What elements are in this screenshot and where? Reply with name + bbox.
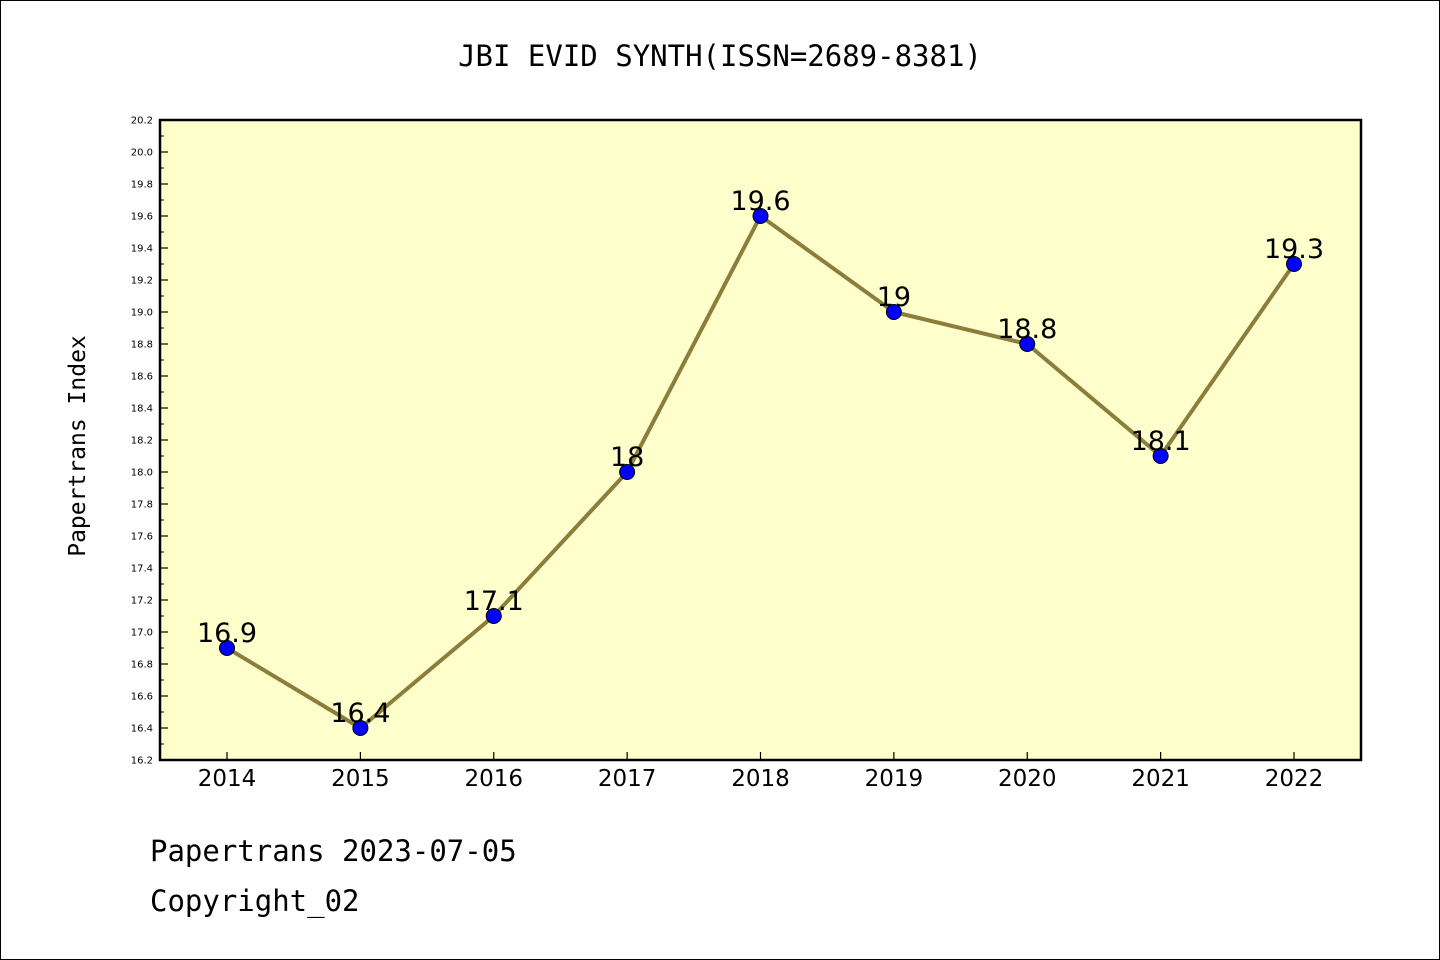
y-tick-label: 17.2 [131,596,153,607]
y-tick-label: 19.8 [131,180,153,191]
data-point [1152,448,1169,464]
footer-date: Papertrans 2023-07-05 [150,834,517,868]
y-tick-label: 20.2 [131,116,153,127]
data-label: 16.9 [197,618,257,649]
y-tick-label: 16.8 [131,660,153,671]
data-labels: 16.9 16.4 17.1 18 19.6 19 18.8 18.1 19.3 [197,186,1324,729]
data-point [485,608,502,624]
y-tick-label: 17.6 [131,532,153,543]
y-tick-label: 18.4 [131,404,153,415]
y-tick-label: 20.0 [131,148,153,159]
data-point [619,464,636,480]
x-tick-label: 2020 [998,766,1057,792]
data-point [1286,256,1302,272]
y-tick-label: 17.4 [131,564,153,575]
data-label: 17.1 [464,586,524,617]
data-label: 19.6 [730,186,790,217]
data-label: 18.1 [1131,426,1191,457]
x-tick-label: 2022 [1265,766,1324,792]
data-point [352,720,369,736]
x-tick-label: 2021 [1131,766,1190,792]
y-tick-label: 19.6 [131,212,153,223]
y-tick-label: 18.2 [131,436,153,447]
data-points [219,208,1302,736]
x-tick-label: 2014 [198,766,257,792]
x-tick-label: 2018 [731,766,790,792]
y-axis-label: Papertrans Index [65,335,91,557]
y-axis-ticks: 16.2 16.4 16.6 16.8 17.0 17.2 17.4 17.6 17.8 18.0… [131,116,168,767]
y-tick-label: 19.2 [131,276,153,287]
data-label: 19.3 [1264,234,1324,265]
y-tick-label: 18.8 [131,340,153,351]
x-tick-label: 2017 [598,766,657,792]
data-point [1019,336,1036,352]
chart-title: JBI EVID SYNTH(ISSN=2689-8381) [458,39,982,73]
data-label: 18 [610,442,644,473]
x-tick-label: 2015 [331,766,390,792]
data-point [219,640,235,656]
data-label: 16.4 [330,698,390,729]
y-tick-label: 17.0 [131,628,153,639]
data-point [885,304,902,320]
data-label: 18.8 [997,314,1057,345]
y-tick-label: 18.0 [131,468,153,479]
y-tick-label: 16.2 [131,756,153,767]
y-tick-label: 16.4 [131,724,153,735]
footer-copyright: Copyright_02 [150,884,360,918]
data-point [752,208,769,224]
y-tick-label: 19.0 [131,308,153,319]
y-tick-label: 16.6 [131,692,153,703]
x-tick-label: 2019 [865,766,924,792]
x-tick-label: 2016 [464,766,523,792]
y-tick-label: 17.8 [131,500,153,511]
data-label: 19 [877,282,911,313]
x-axis-ticks: 2014 2015 2016 2017 2018 2019 2020 2021 2022 [198,752,1324,792]
plot-area [158,118,1363,762]
y-tick-label: 19.4 [131,244,153,255]
y-tick-label: 18.6 [131,372,153,383]
